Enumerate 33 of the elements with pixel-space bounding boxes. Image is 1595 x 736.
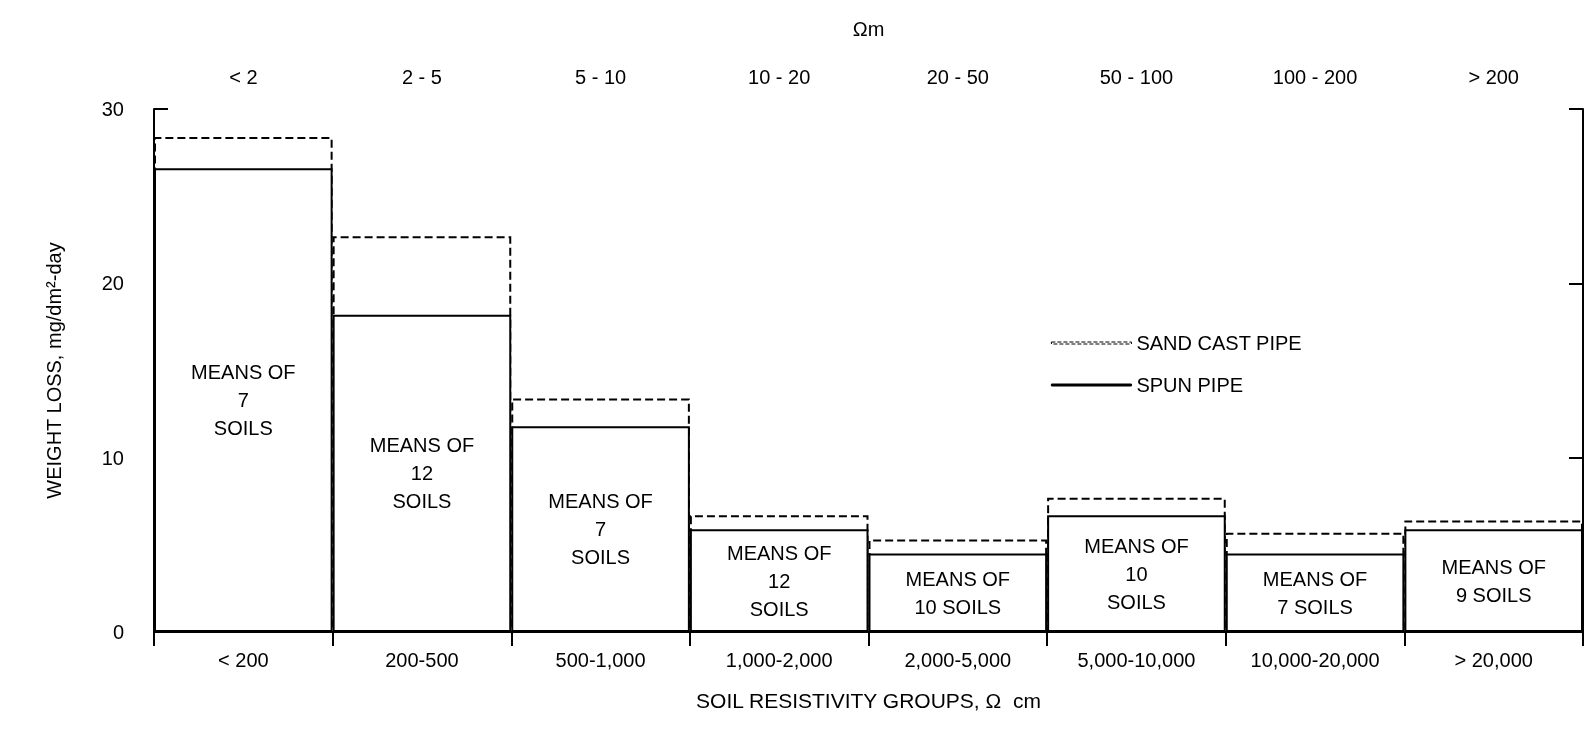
x-tick-label: 500-1,000 (555, 649, 646, 671)
y-tick-label: 20 (101, 272, 124, 295)
text: 20 - 50 (926, 66, 989, 88)
text: < 2 (229, 66, 258, 88)
annotation: MEANS OF 7 SOILS (548, 490, 653, 569)
annotation: MEANS OF 7 SOILS (1262, 567, 1368, 618)
text: 10 - 20 (748, 66, 811, 88)
x-tick-label: 10,000-20,000 (1250, 649, 1380, 671)
text: 2 - 5 (401, 66, 442, 88)
annotation: MEANS OF 12 SOILS (369, 434, 475, 513)
x-tick-label: > 20,000 (1454, 649, 1533, 671)
x-tick-label: 2,000-5,000 (904, 649, 1012, 671)
x-tick-label: < 200 (218, 649, 269, 671)
y-tick-label: 0 (112, 621, 124, 643)
text: > 200 (1468, 66, 1519, 88)
y-tick-label: 10 (101, 446, 124, 469)
x-axis-title: SOIL RESISTIVITY GROUPS, Ω cm (696, 689, 1041, 712)
annotation: MEANS OF 7 SOILS (191, 361, 296, 440)
text: 100 - 200 (1272, 66, 1358, 88)
annotation: MEANS OF 9 SOILS (1441, 555, 1546, 606)
annotation: MEANS OF 10 SOILS (905, 567, 1011, 618)
x-tick-label: 200-500 (385, 649, 459, 671)
text: 5 - 10 (574, 66, 627, 88)
legend-label: SAND CAST PIPE (1136, 332, 1302, 354)
y-axis-title: WEIGHT LOSS, mg/dm²-day (43, 242, 65, 499)
x-tick-label: 1,000-2,000 (725, 649, 833, 671)
annotation: MEANS OF 10 SOILS (1084, 534, 1189, 613)
x-tick-label: 5,000-10,000 (1077, 649, 1196, 671)
y-tick-label: 30 (101, 98, 124, 120)
annotation: MEANS OF 12 SOILS (726, 541, 832, 620)
x2-axis-title: Ωm (852, 18, 885, 40)
legend-label: SPUN PIPE (1136, 374, 1244, 396)
text: 50 - 100 (1099, 66, 1174, 88)
